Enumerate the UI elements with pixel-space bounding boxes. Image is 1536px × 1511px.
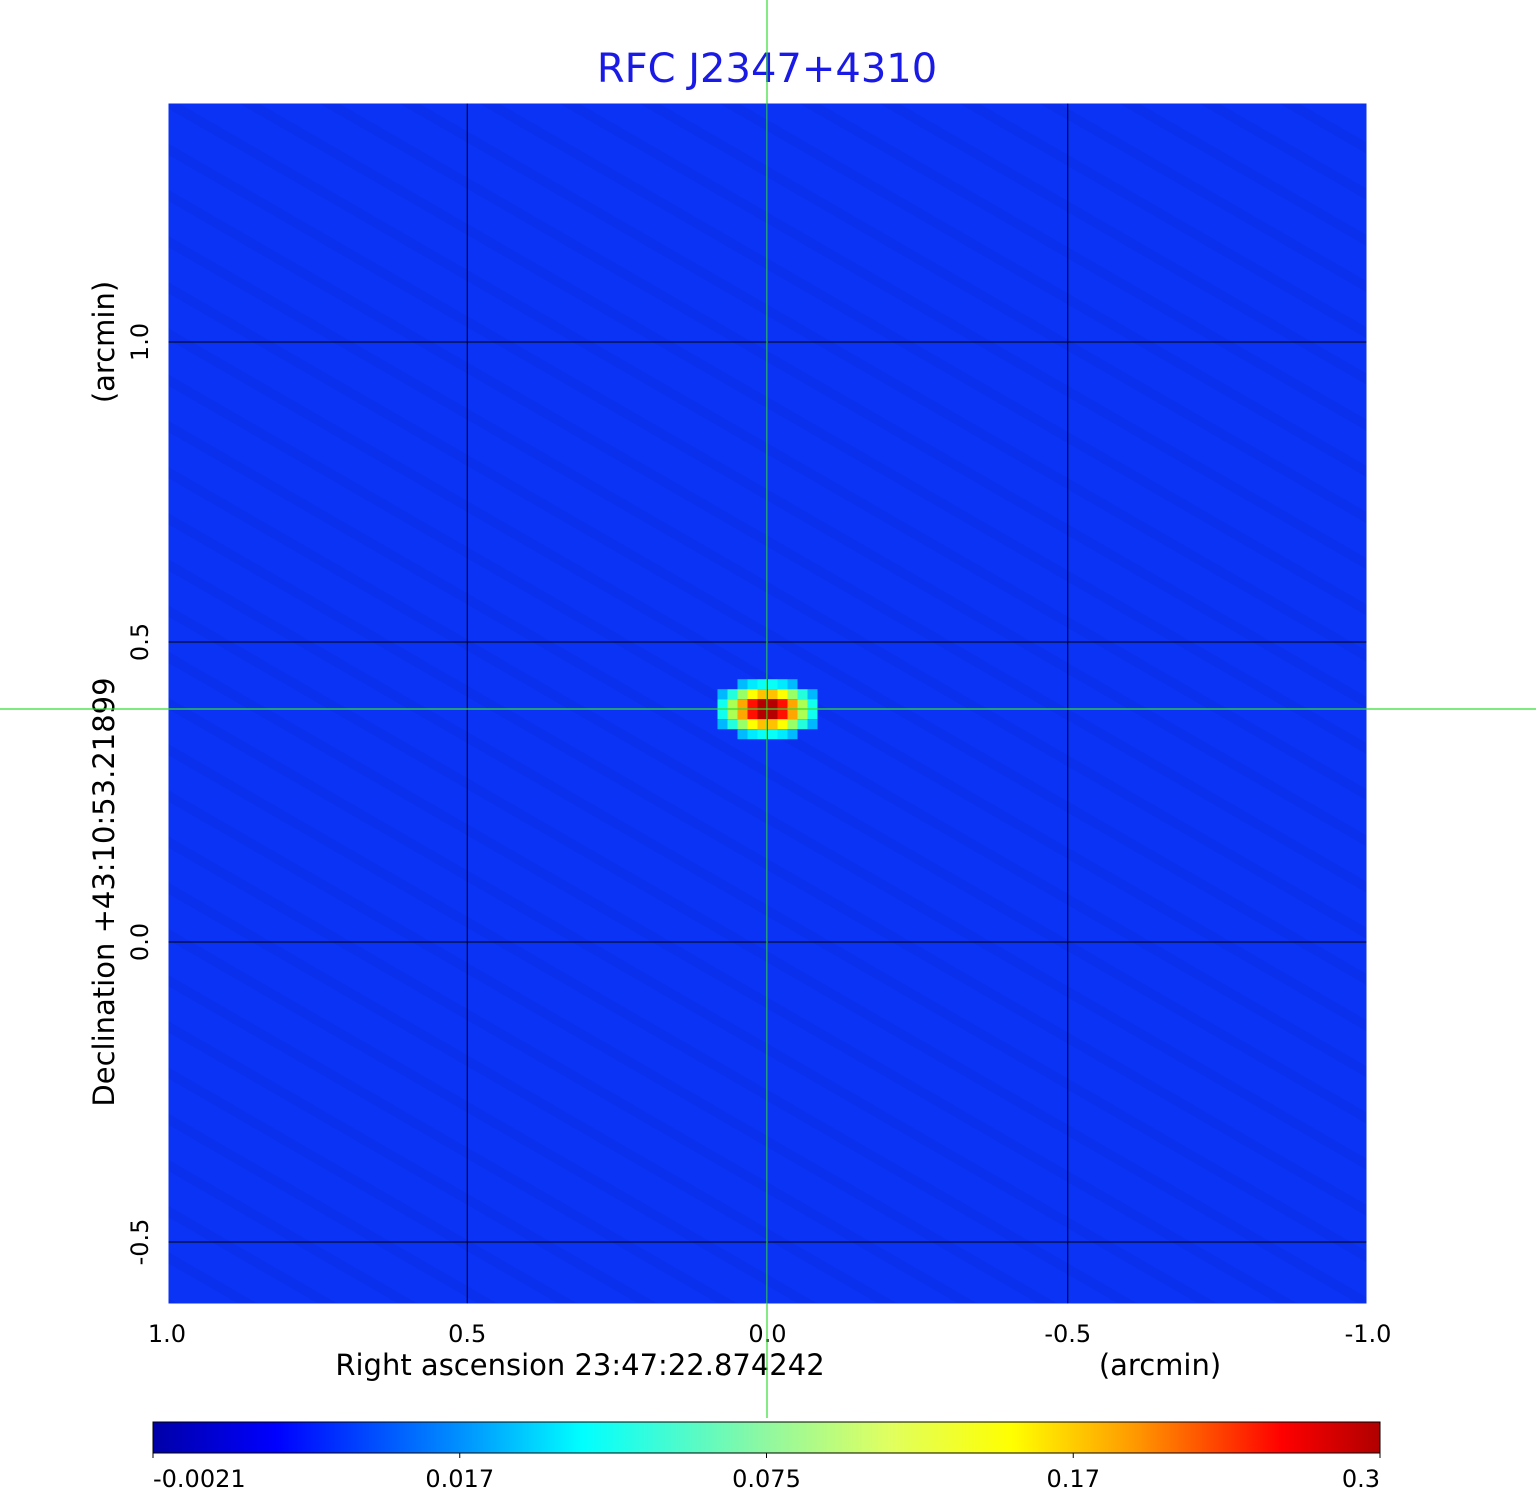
colorbar-tick-label: 0.17 xyxy=(1047,1465,1100,1493)
x-tick-labels: 1.0 0.5 0.0 -0.5 -1.0 xyxy=(148,1320,1392,1348)
colorbar-ticks: -0.0021 0.017 0.075 0.17 0.3 xyxy=(152,1453,1381,1493)
source-pixel xyxy=(757,729,768,740)
source-pixel xyxy=(727,699,738,710)
source-pixel xyxy=(717,689,728,700)
colorbar-tick-label: 0.075 xyxy=(732,1465,801,1493)
source-pixel xyxy=(777,729,788,740)
x-axis-label: Right ascension 23:47:22.874242 xyxy=(335,1348,824,1382)
source-pixel xyxy=(807,689,818,700)
colorbar xyxy=(152,1421,1381,1454)
source-pixel xyxy=(797,689,808,700)
source-pixel xyxy=(737,729,748,740)
x-tick-label: -0.5 xyxy=(1044,1320,1091,1348)
y-axis-label: Declination +43:10:53.21899 xyxy=(87,677,121,1106)
y-tick-label: 1.0 xyxy=(126,323,154,361)
source-pixel xyxy=(747,699,758,710)
source-pixel xyxy=(737,719,748,730)
source-pixel xyxy=(747,719,758,730)
source-pixel xyxy=(717,699,728,710)
x-axis-unit: (arcmin) xyxy=(1099,1348,1221,1382)
colorbar-tick-label: -0.0021 xyxy=(153,1465,246,1493)
source-pixel xyxy=(757,699,768,710)
source-pixel xyxy=(777,689,788,700)
source-pixel xyxy=(787,719,798,730)
source-pixel xyxy=(767,679,778,690)
source-pixels xyxy=(717,679,818,740)
y-tick-label: -0.5 xyxy=(126,1219,154,1266)
x-tick-label: -1.0 xyxy=(1345,1320,1392,1348)
source-pixel xyxy=(757,689,768,700)
source-pixel xyxy=(787,699,798,710)
colorbar-tick-label: 0.3 xyxy=(1342,1465,1380,1493)
source-pixel xyxy=(807,699,818,710)
source-pixel xyxy=(797,709,808,720)
source-pixel xyxy=(787,709,798,720)
source-pixel xyxy=(717,709,728,720)
source-pixel xyxy=(727,689,738,700)
source-pixel xyxy=(727,709,738,720)
source-pixel xyxy=(767,689,778,700)
source-pixel xyxy=(807,709,818,720)
source-pixel xyxy=(737,699,748,710)
source-pixel xyxy=(767,709,778,720)
source-pixel xyxy=(787,729,798,740)
source-pixel xyxy=(747,729,758,740)
source-pixel xyxy=(747,709,758,720)
source-pixel xyxy=(797,699,808,710)
source-pixel xyxy=(777,709,788,720)
x-tick-label: 0.5 xyxy=(448,1320,486,1348)
source-pixel xyxy=(747,689,758,700)
source-pixel xyxy=(777,719,788,730)
source-pixel xyxy=(787,679,798,690)
y-tick-labels: -0.5 0.0 0.5 1.0 xyxy=(126,323,154,1266)
colorbar-tick-label: 0.017 xyxy=(425,1465,494,1493)
source-pixel xyxy=(737,679,748,690)
source-pixel xyxy=(807,719,818,730)
source-pixel xyxy=(787,689,798,700)
source-pixel xyxy=(757,709,768,720)
source-pixel xyxy=(737,709,748,720)
source-pixel xyxy=(767,729,778,740)
source-pixel xyxy=(747,679,758,690)
source-pixel xyxy=(737,689,748,700)
source-pixel xyxy=(777,679,788,690)
x-tick-label: 1.0 xyxy=(148,1320,186,1348)
source-pixel xyxy=(777,699,788,710)
source-pixel xyxy=(757,679,768,690)
source-pixel xyxy=(727,719,738,730)
y-tick-label: 0.0 xyxy=(126,923,154,961)
source-pixel xyxy=(717,719,728,730)
source-pixel xyxy=(757,719,768,730)
y-axis-unit: (arcmin) xyxy=(87,281,121,403)
source-pixel xyxy=(767,699,778,710)
source-pixel xyxy=(797,719,808,730)
y-tick-label: 0.5 xyxy=(126,623,154,661)
source-pixel xyxy=(767,719,778,730)
